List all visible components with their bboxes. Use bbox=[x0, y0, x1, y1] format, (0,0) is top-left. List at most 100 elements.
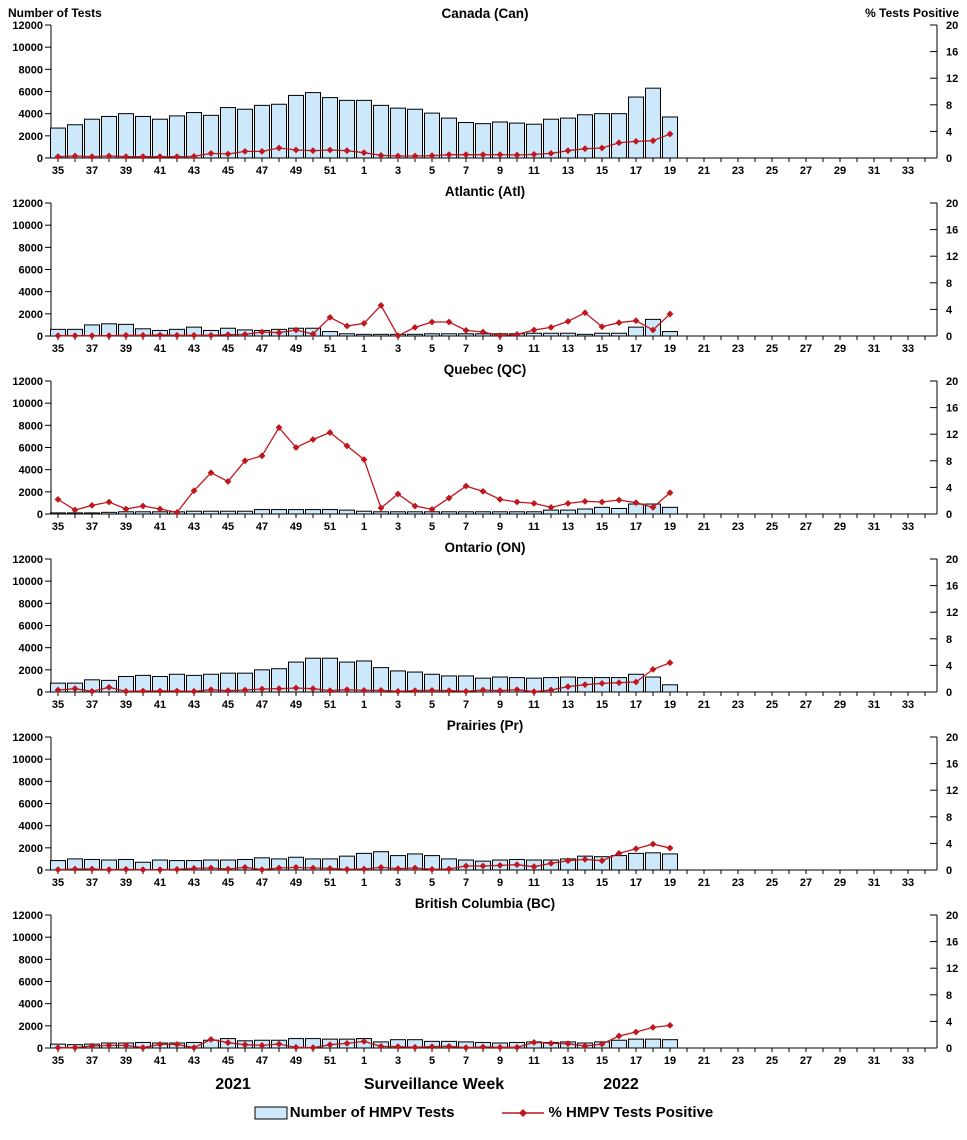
y-left-tick: 0 bbox=[37, 687, 43, 699]
x-tick: 47 bbox=[256, 521, 268, 533]
x-tick: 41 bbox=[154, 521, 166, 533]
axes bbox=[45, 380, 938, 518]
x-tick: 15 bbox=[596, 521, 608, 533]
y-left-tick: 4000 bbox=[19, 465, 43, 477]
y-right-tick: 8 bbox=[946, 278, 952, 290]
y-left-tick: 4000 bbox=[19, 287, 43, 299]
x-tick: 13 bbox=[562, 165, 574, 177]
y-right-tick: 4 bbox=[946, 660, 953, 672]
y-left-tick: 10000 bbox=[12, 932, 43, 944]
legend-line-label: % HMPV Tests Positive bbox=[548, 1104, 714, 1121]
x-tick: 37 bbox=[86, 165, 98, 177]
x-tick: 3 bbox=[395, 343, 401, 355]
x-tick: 49 bbox=[290, 521, 302, 533]
x-tick: 3 bbox=[395, 699, 401, 711]
x-tick: 3 bbox=[395, 877, 401, 889]
y-right-tick: 16 bbox=[946, 759, 958, 771]
x-tick: 23 bbox=[732, 699, 744, 711]
x-tick: 25 bbox=[766, 877, 778, 889]
y-left-tick: 2000 bbox=[19, 309, 43, 321]
x-tick: 39 bbox=[120, 877, 132, 889]
x-tick: 13 bbox=[562, 521, 574, 533]
x-tick: 7 bbox=[463, 165, 469, 177]
y-right-tick: 12 bbox=[946, 73, 958, 85]
chart-ontario: Ontario (ON) 0 2000 4000 6000 8000 10000 12000 0… bbox=[12, 540, 958, 711]
y-left-tick: 10000 bbox=[12, 42, 43, 54]
x-tick: 37 bbox=[86, 343, 98, 355]
y-left-tick: 6000 bbox=[19, 87, 43, 99]
x-tick: 7 bbox=[463, 877, 469, 889]
x-tick: 43 bbox=[188, 165, 200, 177]
x-tick: 37 bbox=[86, 521, 98, 533]
x-tick: 43 bbox=[188, 521, 200, 533]
x-tick: 33 bbox=[902, 1055, 914, 1067]
y-left-tick: 8000 bbox=[19, 64, 43, 76]
x-tick: 25 bbox=[766, 165, 778, 177]
x-tick: 3 bbox=[395, 1055, 401, 1067]
year-2021-label: 2021 bbox=[215, 1076, 251, 1093]
x-tick: 11 bbox=[528, 1055, 540, 1067]
x-tick: 33 bbox=[902, 521, 914, 533]
x-tick: 13 bbox=[562, 699, 574, 711]
x-tick: 49 bbox=[290, 877, 302, 889]
x-tick: 43 bbox=[188, 699, 200, 711]
y-right-tick: 0 bbox=[946, 153, 952, 165]
x-tick: 35 bbox=[52, 877, 64, 889]
x-tick: 17 bbox=[630, 877, 642, 889]
chart-quebec: Quebec (QC) 0 2000 4000 6000 8000 10000 12000 0 4… bbox=[12, 362, 958, 533]
x-tick: 11 bbox=[528, 877, 540, 889]
y-left-tick: 12000 bbox=[12, 554, 43, 566]
panel-title-bc: British Columbia (BC) bbox=[415, 896, 555, 911]
y-right-tick: 16 bbox=[946, 403, 958, 415]
x-tick: 1 bbox=[361, 1055, 367, 1067]
x-tick: 15 bbox=[596, 1055, 608, 1067]
x-tick: 29 bbox=[834, 699, 846, 711]
x-tick: 49 bbox=[290, 699, 302, 711]
x-tick: 25 bbox=[766, 699, 778, 711]
x-tick: 29 bbox=[834, 343, 846, 355]
panel-title-prairies: Prairies (Pr) bbox=[447, 718, 524, 733]
x-tick: 33 bbox=[902, 165, 914, 177]
x-tick: 39 bbox=[120, 1055, 132, 1067]
y-left-tick: 2000 bbox=[19, 843, 43, 855]
pct-positive-markers bbox=[54, 302, 674, 340]
panel-title-quebec: Quebec (QC) bbox=[444, 362, 527, 377]
x-tick: 3 bbox=[395, 521, 401, 533]
x-tick: 1 bbox=[361, 165, 367, 177]
x-tick: 43 bbox=[188, 343, 200, 355]
x-tick: 17 bbox=[630, 1055, 642, 1067]
pct-positive-markers bbox=[54, 840, 674, 874]
x-tick: 51 bbox=[324, 165, 336, 177]
test-count-bars bbox=[50, 657, 678, 693]
y-left-tick: 12000 bbox=[12, 376, 43, 388]
x-tick: 19 bbox=[664, 165, 676, 177]
x-tick: 21 bbox=[698, 165, 710, 177]
x-tick: 27 bbox=[800, 521, 812, 533]
y-left-tick: 4000 bbox=[19, 109, 43, 121]
pct-positive-markers bbox=[54, 424, 674, 516]
y-left-tick: 6000 bbox=[19, 977, 43, 989]
y-right-tick: 0 bbox=[946, 687, 952, 699]
y-right-tick: 12 bbox=[946, 963, 958, 975]
x-tick: 7 bbox=[463, 1055, 469, 1067]
x-tick: 41 bbox=[154, 877, 166, 889]
y-left-tick: 10000 bbox=[12, 398, 43, 410]
y-right-tick: 12 bbox=[946, 251, 958, 263]
x-tick: 27 bbox=[800, 1055, 812, 1067]
x-tick: 47 bbox=[256, 877, 268, 889]
x-tick: 25 bbox=[766, 343, 778, 355]
y-left-tick: 8000 bbox=[19, 420, 43, 432]
y-left-tick: 4000 bbox=[19, 821, 43, 833]
y-left-tick: 10000 bbox=[12, 220, 43, 232]
x-tick: 41 bbox=[154, 343, 166, 355]
x-tick: 15 bbox=[596, 343, 608, 355]
y-left-tick: 12000 bbox=[12, 732, 43, 744]
y-left-tick: 2000 bbox=[19, 487, 43, 499]
x-tick: 47 bbox=[256, 165, 268, 177]
x-tick: 23 bbox=[732, 521, 744, 533]
x-tick: 21 bbox=[698, 699, 710, 711]
y-right-tick: 20 bbox=[946, 732, 958, 744]
y-right-tick: 12 bbox=[946, 785, 958, 797]
y-right-tick: 16 bbox=[946, 581, 958, 593]
y-right-tick: 4 bbox=[946, 126, 953, 138]
